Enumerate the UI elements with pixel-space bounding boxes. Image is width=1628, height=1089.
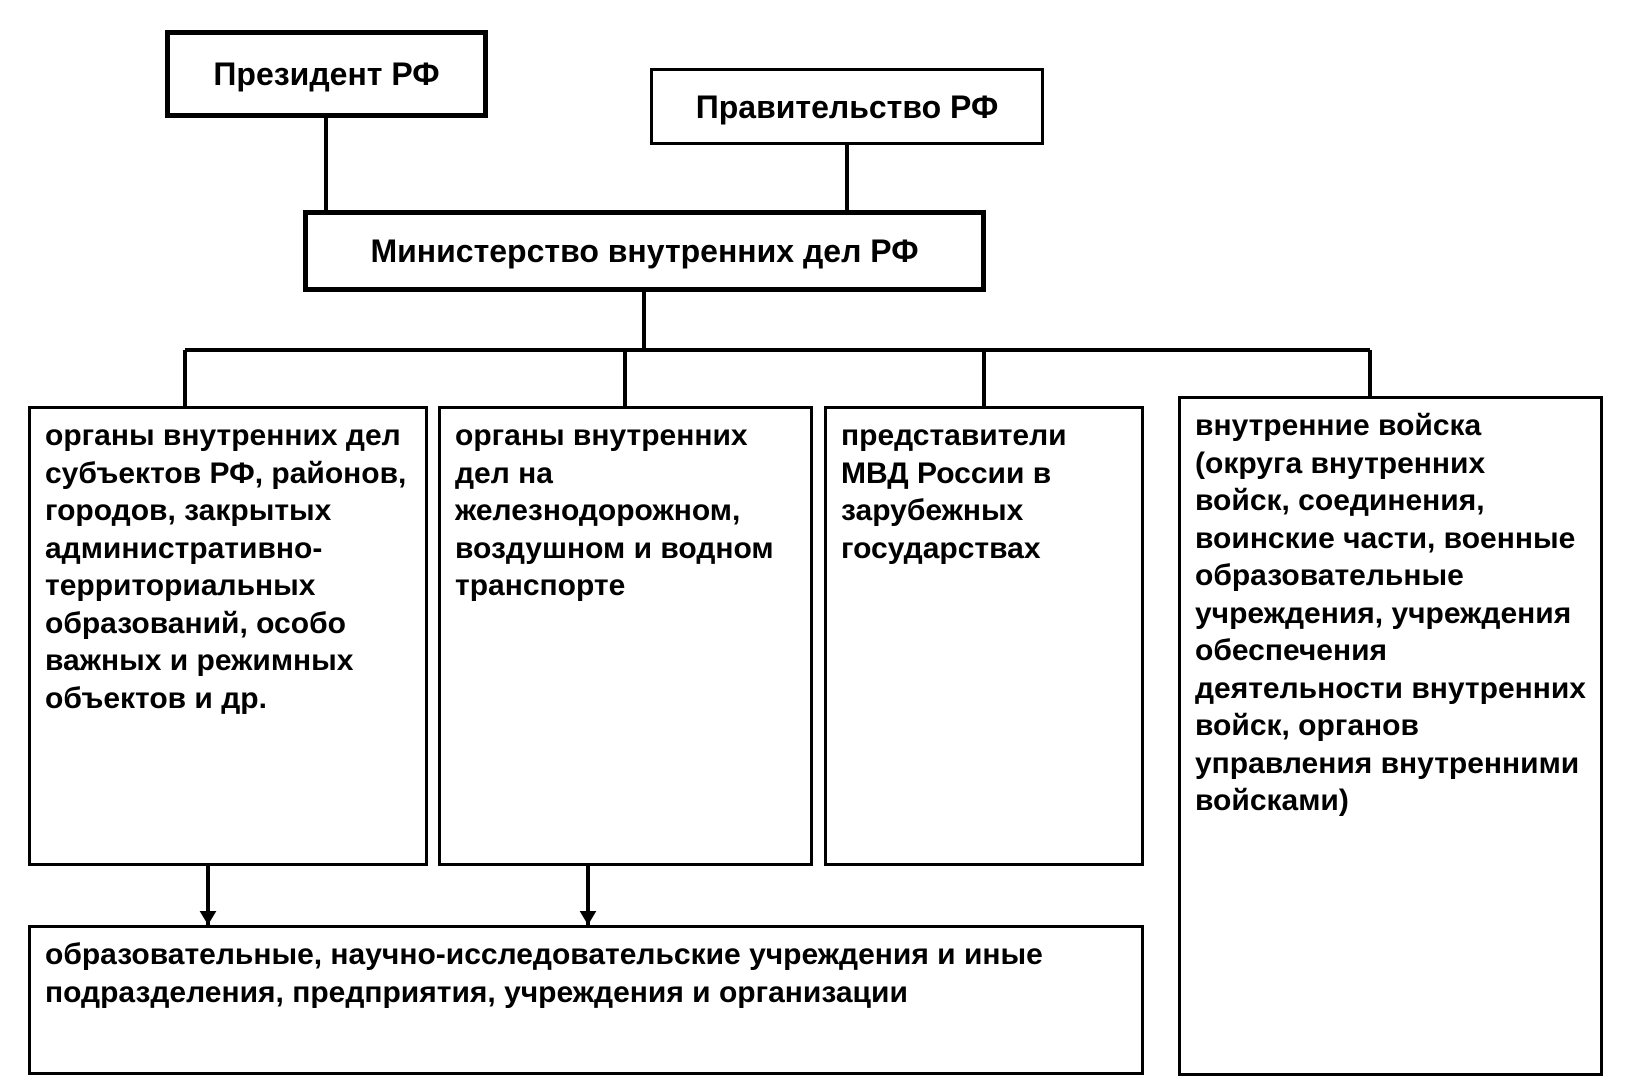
label: внутренние войска (округа внутренних вой… — [1195, 407, 1586, 820]
org-chart: Президент РФ Правительство РФ Министерст… — [0, 0, 1628, 1089]
label: Правительство РФ — [696, 87, 999, 127]
node-government: Правительство РФ — [650, 68, 1044, 145]
label: представители МВД России в зарубежных го… — [841, 417, 1127, 567]
label: Президент РФ — [213, 54, 439, 94]
label: органы внутренних дел субъектов РФ, райо… — [45, 417, 411, 717]
node-education-research: образовательные, научно-исследовательски… — [28, 925, 1144, 1075]
label: образовательные, научно-исследовательски… — [45, 936, 1127, 1011]
node-president: Президент РФ — [165, 30, 488, 118]
node-internal-troops: внутренние войска (округа внутренних вой… — [1178, 396, 1603, 1076]
node-ministry: Министерство внутренних дел РФ — [303, 210, 986, 292]
label: Министерство внутренних дел РФ — [370, 231, 918, 271]
node-foreign-reps: представители МВД России в зарубежных го… — [824, 406, 1144, 866]
label: органы внутренних дел на железнодорожном… — [455, 417, 796, 605]
node-transport-bodies: органы внутренних дел на железнодорожном… — [438, 406, 813, 866]
node-regional-bodies: органы внутренних дел субъектов РФ, райо… — [28, 406, 428, 866]
